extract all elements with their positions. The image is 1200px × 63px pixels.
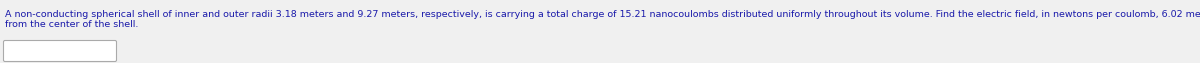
- Text: A non-conducting spherical shell of inner and outer radii 3.18 meters and 9.27 m: A non-conducting spherical shell of inne…: [5, 10, 1200, 19]
- FancyBboxPatch shape: [4, 41, 116, 61]
- Text: from the center of the shell.: from the center of the shell.: [5, 20, 138, 29]
